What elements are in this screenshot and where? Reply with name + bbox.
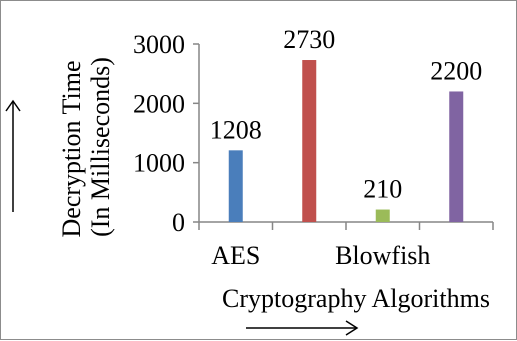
data-label: 2730	[283, 25, 335, 54]
data-label-group: 1208 2730 210 2200	[210, 25, 483, 204]
up-arrow-icon	[5, 99, 21, 212]
data-label: 2200	[430, 56, 482, 85]
y-tick-label: 1000	[133, 149, 185, 178]
x-category-label: AES	[211, 241, 260, 270]
data-label: 1208	[210, 115, 262, 144]
data-label: 210	[363, 175, 402, 204]
y-axis-title-line1: Decryption Time	[57, 61, 86, 238]
x-category-label-group: AES Blowfish	[211, 241, 430, 270]
bar	[449, 91, 464, 222]
bar	[228, 150, 243, 222]
bar-group	[228, 60, 464, 222]
bar	[302, 60, 317, 222]
y-tick-group: 0 1000 2000 3000	[133, 30, 199, 237]
y-tick-label: 3000	[133, 30, 185, 59]
y-axis-title-line2: (In Milliseconds)	[86, 57, 115, 237]
x-axis-title: Cryptography Algorithms	[222, 284, 490, 313]
y-tick-label: 2000	[133, 89, 185, 118]
right-arrow-icon	[246, 320, 359, 336]
bar	[375, 209, 390, 222]
y-tick-label: 0	[172, 208, 185, 237]
x-tick-group	[198, 222, 494, 230]
x-category-label: Blowfish	[335, 241, 430, 270]
